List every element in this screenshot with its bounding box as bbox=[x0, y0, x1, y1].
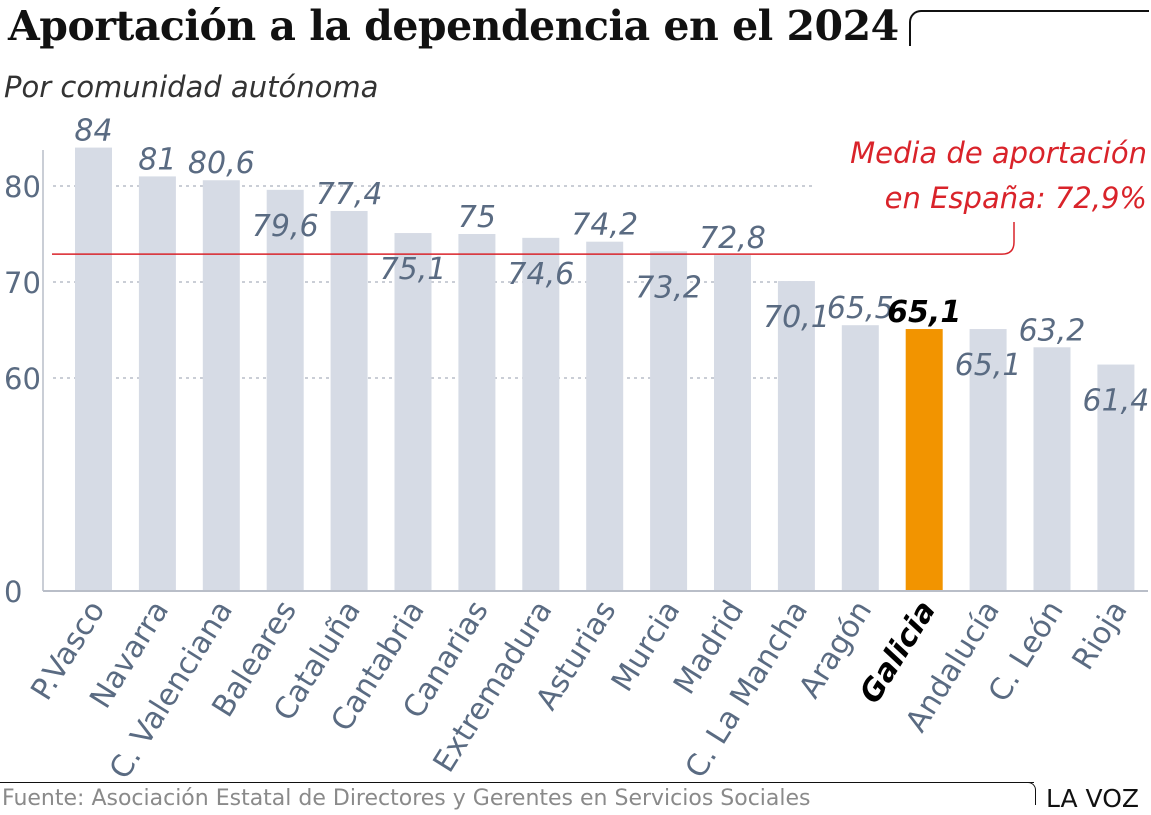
bar-0 bbox=[75, 147, 112, 591]
bar-3 bbox=[266, 189, 304, 591]
bars bbox=[75, 147, 1135, 592]
chart-subtitle: Por comunidad autónoma bbox=[4, 70, 379, 104]
mean-label-line-1: Media de aportación bbox=[850, 136, 1147, 170]
value-label-8: 74,2 bbox=[571, 208, 638, 243]
bar-5 bbox=[394, 233, 432, 592]
value-label-16: 61,4 bbox=[1083, 384, 1150, 419]
bar-1 bbox=[138, 176, 176, 591]
y-tick-label-0: 0 bbox=[4, 575, 22, 609]
value-label-5: 75,1 bbox=[380, 252, 447, 287]
category-label-16: Rioja bbox=[1066, 595, 1135, 677]
bar-9 bbox=[650, 251, 688, 591]
value-label-3: 79,6 bbox=[252, 209, 319, 244]
value-label-15: 63,2 bbox=[1019, 313, 1086, 348]
value-label-4: 77,4 bbox=[316, 177, 383, 212]
decorative-corner-bracket bbox=[909, 10, 1149, 46]
value-label-11: 70,1 bbox=[763, 300, 830, 335]
bar-chart: Media de aportación en España: 72,9% 0 60… bbox=[4, 114, 1149, 780]
bar-16 bbox=[1097, 364, 1135, 591]
bar-6 bbox=[458, 234, 496, 591]
chart-title: Aportación a la dependencia en el 2024 bbox=[8, 2, 899, 50]
value-label-14: 65,1 bbox=[955, 348, 1022, 383]
value-label-10: 72,8 bbox=[699, 221, 766, 256]
bar-11 bbox=[777, 281, 815, 591]
y-tick-label-60: 60 bbox=[4, 362, 41, 396]
y-tick-label-80: 80 bbox=[4, 170, 41, 204]
footer-divider-hook bbox=[1025, 782, 1036, 805]
mean-label-line-2: en España: 72,9% bbox=[885, 181, 1147, 215]
value-label-1: 81 bbox=[138, 142, 176, 177]
bar-13 bbox=[905, 329, 943, 591]
y-tick-label-70: 70 bbox=[4, 266, 41, 300]
value-label-7: 74,6 bbox=[507, 257, 574, 292]
mean-line-group: Media de aportación en España: 72,9% bbox=[52, 136, 1147, 255]
footer-divider bbox=[0, 782, 1034, 783]
bar-12 bbox=[841, 325, 879, 591]
brand-logo-text: LA VOZ bbox=[1046, 784, 1140, 813]
value-label-12: 65,5 bbox=[827, 291, 894, 326]
bar-4 bbox=[330, 210, 368, 591]
value-label-13: 65,1 bbox=[887, 295, 961, 330]
bar-14 bbox=[969, 329, 1007, 591]
y-axis: 0 60 70 80 bbox=[4, 150, 44, 609]
source-note: Fuente: Asociación Estatal de Directores… bbox=[2, 786, 811, 811]
value-labels: 84 81 80,6 79,677,4 75,1 75 74,6 74,2 73,2 72,8 70… bbox=[74, 114, 1149, 419]
bar-10 bbox=[714, 255, 751, 591]
value-label-2: 80,6 bbox=[188, 146, 255, 181]
value-label-0: 84 bbox=[74, 114, 112, 149]
value-label-6: 75 bbox=[458, 200, 496, 235]
bar-8 bbox=[586, 241, 624, 591]
bar-2 bbox=[202, 180, 240, 592]
bar-15 bbox=[1033, 347, 1071, 591]
value-label-9: 73,2 bbox=[635, 270, 702, 305]
mean-label-connector bbox=[1001, 222, 1015, 255]
bar-7 bbox=[522, 237, 560, 591]
